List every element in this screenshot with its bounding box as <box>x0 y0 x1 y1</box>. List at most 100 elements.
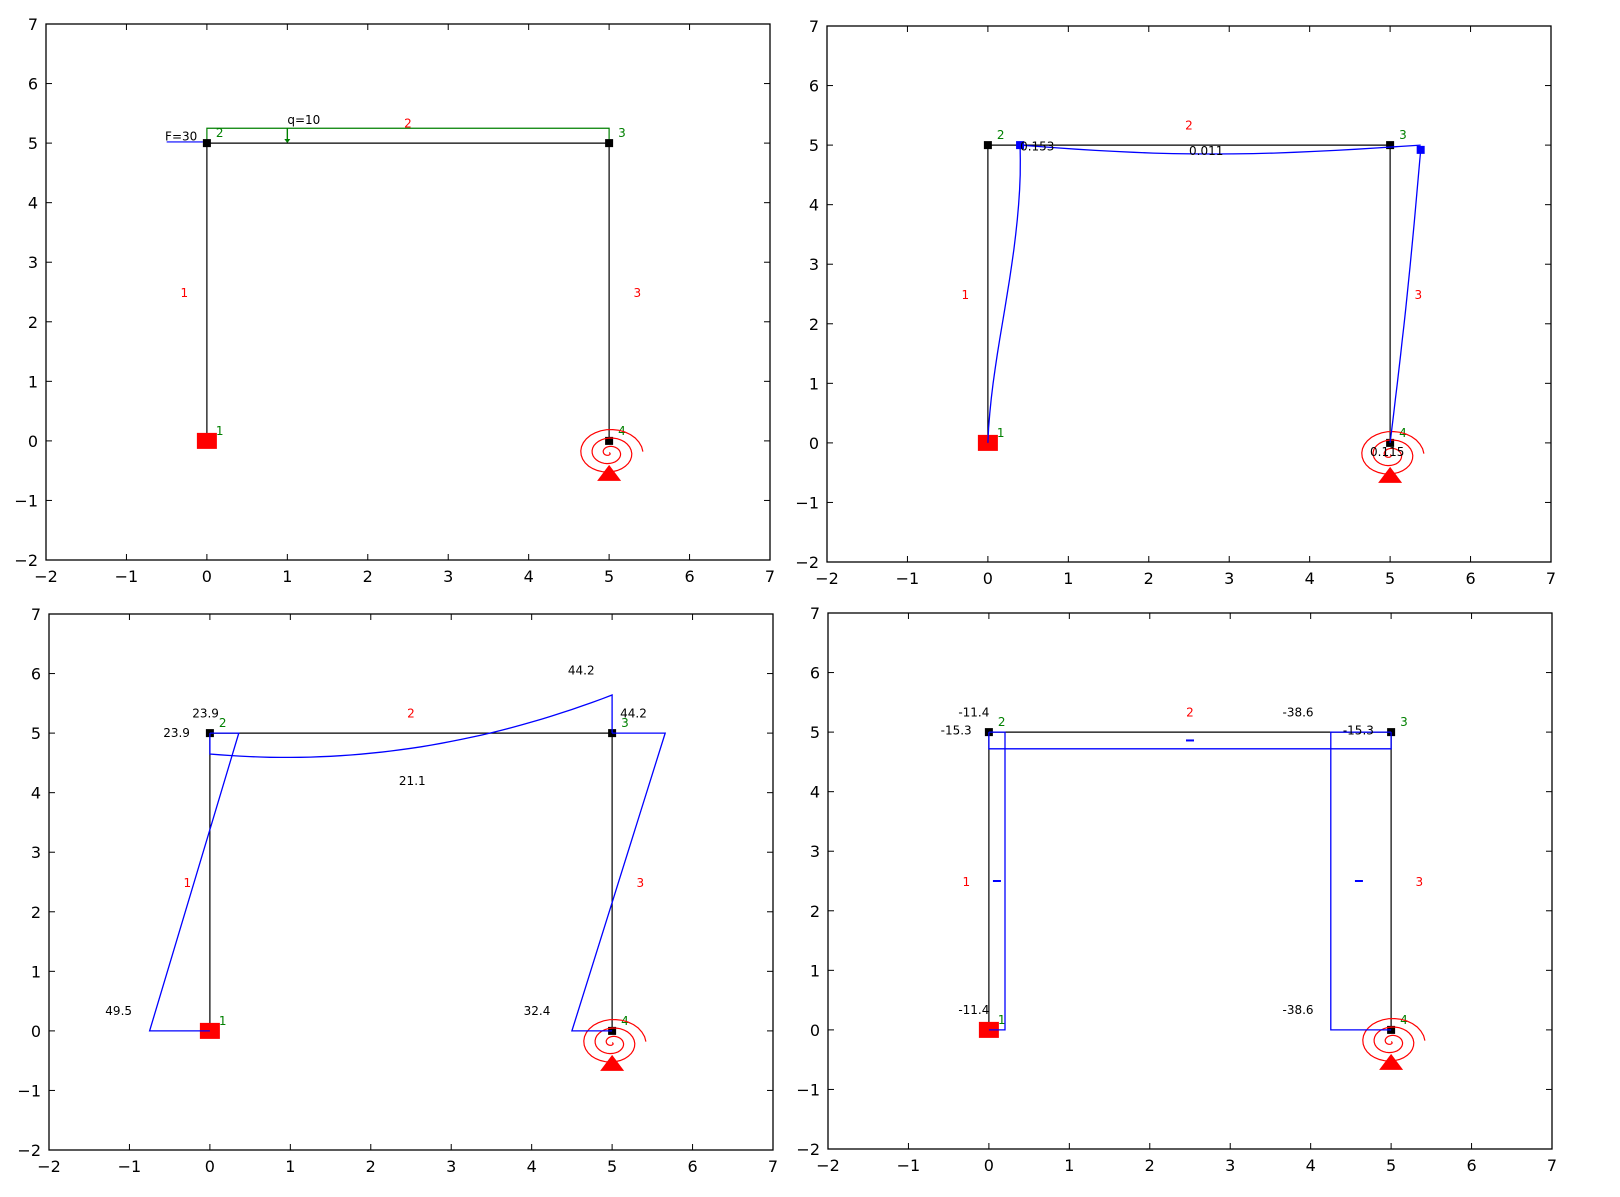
x-tick-label: 0 <box>984 1156 994 1175</box>
rotational-spring <box>1362 1017 1426 1062</box>
y-tick-label: 4 <box>810 783 820 802</box>
y-tick-label: 0 <box>28 432 38 451</box>
distributed-load-band <box>206 127 610 144</box>
x-tick-label: 7 <box>768 1157 778 1176</box>
y-tick-label: 6 <box>810 664 820 683</box>
x-tick-label: 1 <box>1064 1156 1074 1175</box>
y-tick-label: 7 <box>31 605 41 624</box>
node-marker <box>1386 141 1395 150</box>
node-marker <box>1387 1025 1396 1034</box>
moment-diagram-member-2 <box>209 694 613 759</box>
y-tick-label: 3 <box>28 253 38 272</box>
value-label: -11.4 <box>958 1003 989 1017</box>
rotational-spring <box>1361 430 1425 475</box>
y-tick-label: 7 <box>810 604 820 623</box>
y-tick-label: 6 <box>28 75 38 94</box>
axes-frame <box>827 612 1553 1150</box>
x-tick-label: 2 <box>366 1157 376 1176</box>
x-tick-label: 4 <box>1305 569 1315 588</box>
y-tick-label: −1 <box>795 493 819 512</box>
value-label: 0.115 <box>1370 445 1404 459</box>
y-tick-label: 3 <box>810 842 820 861</box>
pinned-support <box>600 1054 625 1071</box>
y-tick-label: 4 <box>28 194 38 213</box>
x-tick-label: 2 <box>1144 569 1154 588</box>
value-label: 21.1 <box>399 774 426 788</box>
x-tick-label: 1 <box>282 567 292 586</box>
x-tick-label: 6 <box>684 567 694 586</box>
x-tick-label: 4 <box>524 567 534 586</box>
node-marker <box>605 139 614 148</box>
normal-force-member-1 <box>988 731 1006 1031</box>
y-tick-label: 6 <box>809 77 819 96</box>
x-tick-label: 5 <box>1385 569 1395 588</box>
node-label: 1 <box>998 1013 1006 1027</box>
x-tick-label: −1 <box>115 567 139 586</box>
x-tick-label: 2 <box>1145 1156 1155 1175</box>
x-tick-label: 7 <box>765 567 775 586</box>
member-label: 2 <box>407 706 415 720</box>
value-label: -15.3 <box>941 723 972 737</box>
y-tick-label: 5 <box>31 724 41 743</box>
axes-frame <box>48 613 774 1151</box>
node-label: 1 <box>219 1014 227 1028</box>
x-tick-label: 0 <box>205 1157 215 1176</box>
member-label: 1 <box>181 286 189 300</box>
value-label: 0.153 <box>1020 139 1054 153</box>
x-tick-label: −2 <box>37 1157 61 1176</box>
x-tick-label: 3 <box>1225 1156 1235 1175</box>
y-tick-label: 1 <box>31 962 41 981</box>
deformed-member-3 <box>1389 149 1422 443</box>
x-tick-label: 5 <box>607 1157 617 1176</box>
deformed-member-2 <box>1020 144 1421 155</box>
x-tick-label: 1 <box>1063 569 1073 588</box>
normal-force-member-3 <box>1330 731 1392 1031</box>
x-tick-label: 4 <box>527 1157 537 1176</box>
value-label: -15.3 <box>1343 723 1374 737</box>
y-tick-label: 7 <box>809 17 819 36</box>
moment-diagram-member-1 <box>148 732 240 1032</box>
y-tick-label: −1 <box>14 491 38 510</box>
node-label: 2 <box>998 715 1006 729</box>
y-tick-label: 3 <box>809 255 819 274</box>
y-tick-label: 2 <box>810 902 820 921</box>
y-tick-label: 0 <box>809 434 819 453</box>
x-tick-label: 3 <box>1224 569 1234 588</box>
y-tick-label: 6 <box>31 665 41 684</box>
value-label: 23.9 <box>163 726 190 740</box>
node-label: 3 <box>618 126 626 140</box>
x-tick-label: 5 <box>604 567 614 586</box>
node-marker <box>983 141 992 150</box>
axes-frame <box>826 25 1552 563</box>
x-tick-label: 6 <box>1465 569 1475 588</box>
x-tick-label: 5 <box>1386 1156 1396 1175</box>
member-label: 3 <box>1414 288 1422 302</box>
x-tick-label: −1 <box>897 1156 921 1175</box>
x-tick-label: 3 <box>446 1157 456 1176</box>
deformed-node-marker <box>1016 141 1025 150</box>
x-tick-label: 0 <box>202 567 212 586</box>
y-tick-label: 1 <box>28 372 38 391</box>
y-tick-label: 1 <box>810 961 820 980</box>
member-label: 3 <box>633 286 641 300</box>
value-label: 44.2 <box>620 706 647 720</box>
x-tick-label: −2 <box>815 569 839 588</box>
point-load-label: F=30 <box>165 130 197 144</box>
y-tick-label: 0 <box>31 1022 41 1041</box>
node-label: 3 <box>1400 715 1408 729</box>
y-tick-label: −2 <box>795 553 819 572</box>
y-tick-label: 3 <box>31 843 41 862</box>
node-label: 3 <box>1399 128 1407 142</box>
member-label: 2 <box>404 116 412 130</box>
y-tick-label: 4 <box>31 784 41 803</box>
fixed-support <box>196 432 217 449</box>
value-label: 44.2 <box>568 664 595 678</box>
x-tick-label: −1 <box>896 569 920 588</box>
value-label: 49.5 <box>105 1004 132 1018</box>
node-marker <box>608 1026 617 1035</box>
y-tick-label: 5 <box>809 136 819 155</box>
